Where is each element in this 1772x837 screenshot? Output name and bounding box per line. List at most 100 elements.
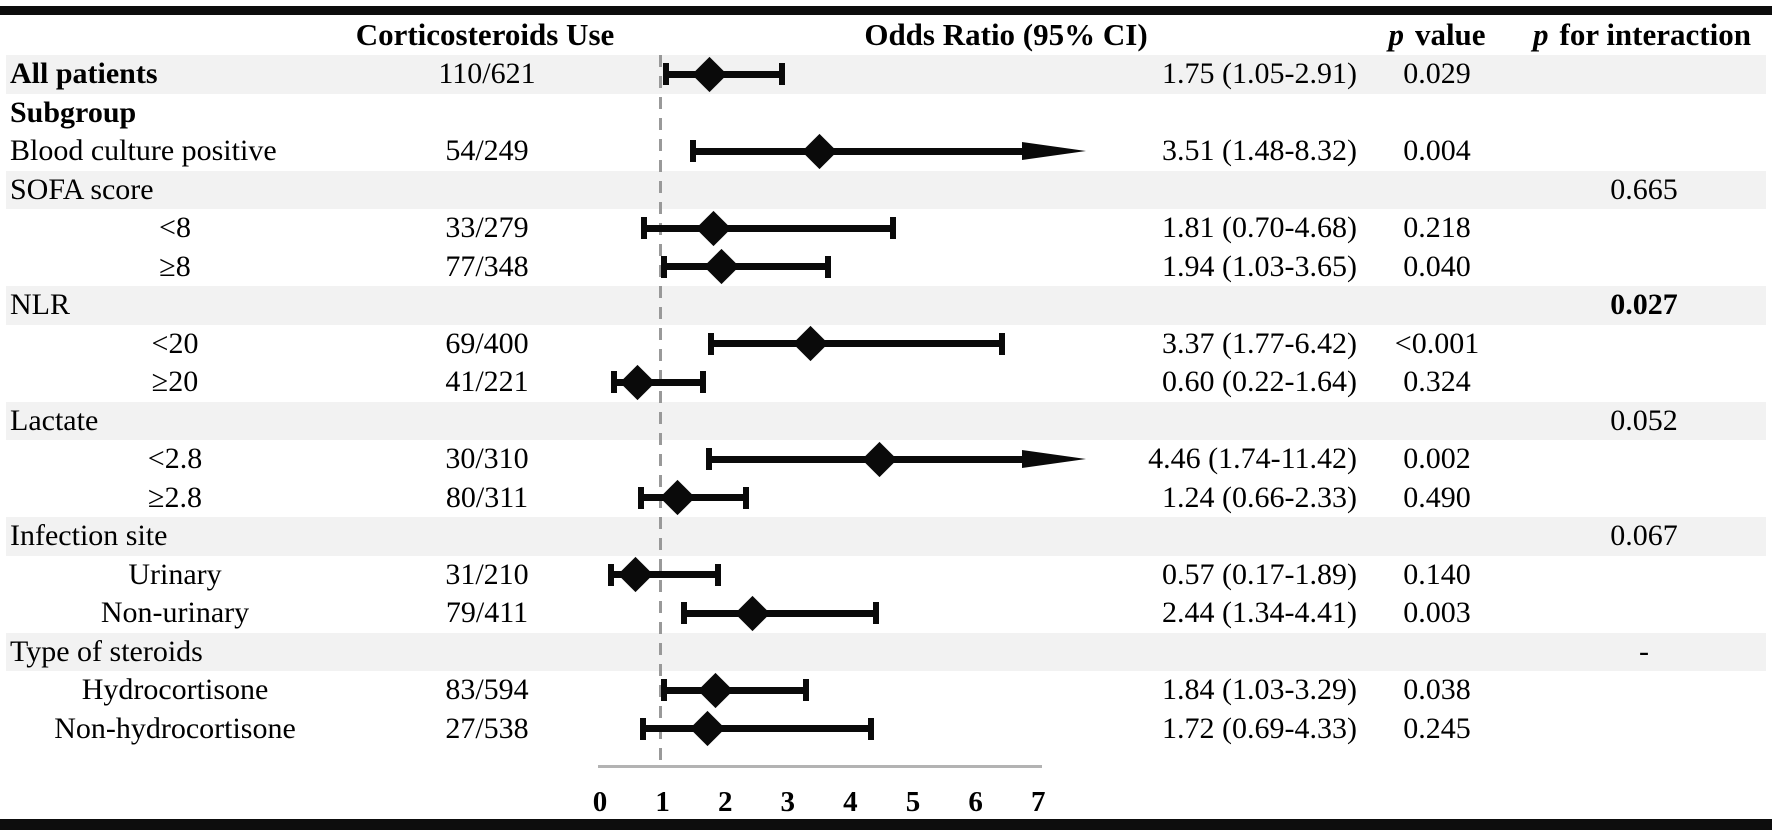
row-label: NLR <box>10 288 70 322</box>
p-interaction-value: 0.052 <box>1610 403 1678 437</box>
counts-value: 27/538 <box>445 711 529 745</box>
header-p-for-interaction: p for interaction <box>1514 16 1770 54</box>
ci-cap-right <box>779 63 786 86</box>
or-ci-value: 1.84 (1.03-3.29) <box>1162 673 1357 707</box>
or-ci-value: 1.75 (1.05-2.91) <box>1162 57 1357 91</box>
or-point-diamond-marker <box>735 595 771 631</box>
ci-bar <box>643 224 893 232</box>
p-value: 0.140 <box>1403 557 1471 591</box>
ci-cap-right <box>889 217 896 240</box>
ci-cap-left <box>640 217 647 240</box>
row-label: Blood culture positive <box>10 134 277 168</box>
x-axis-tick-label: 3 <box>780 785 796 818</box>
ci-cap-left <box>705 448 712 471</box>
x-axis-line <box>598 765 1043 768</box>
header-corticosteroids-use: Corticosteroids Use <box>343 16 627 54</box>
row-label: <2.8 <box>147 442 203 476</box>
ci-truncation-arrow-icon <box>1022 450 1086 469</box>
or-point-diamond-marker <box>689 711 726 747</box>
or-ci-value: 1.81 (0.70-4.68) <box>1162 211 1357 245</box>
ci-cap-right <box>825 255 832 278</box>
row-label: ≥2.8 <box>148 480 202 514</box>
ci-cap-left <box>640 717 647 740</box>
p-value: 0.003 <box>1403 596 1471 630</box>
ci-cap-left <box>638 486 645 509</box>
ci-bar <box>643 725 872 733</box>
or-point-diamond-marker <box>695 210 731 246</box>
counts-value: 31/210 <box>445 557 529 591</box>
row-shade-band <box>6 517 1766 556</box>
p-value: 0.038 <box>1403 673 1471 707</box>
header-p-interaction-p: p <box>1533 17 1549 52</box>
row-label: SOFA score <box>10 172 154 206</box>
p-value: <0.001 <box>1394 326 1480 360</box>
counts-value: 69/400 <box>445 326 529 360</box>
row-label: <8 <box>159 211 191 245</box>
header-corticosteroids-use-label: Corticosteroids Use <box>355 17 615 52</box>
or-point-diamond-marker <box>619 364 656 400</box>
header-odds-ratio-label: Odds Ratio (95% CI) <box>864 17 1148 52</box>
ci-cap-right <box>742 486 749 509</box>
counts-value: 30/310 <box>445 442 529 476</box>
p-value: 0.029 <box>1403 57 1471 91</box>
ci-cap-left <box>610 371 617 394</box>
or-ci-value: 0.60 (0.22-1.64) <box>1162 365 1357 399</box>
header-p-value-p: p <box>1388 17 1404 52</box>
row-label: All patients <box>10 57 158 91</box>
counts-value: 41/221 <box>445 365 529 399</box>
ci-cap-right <box>998 332 1005 355</box>
counts-value: 80/311 <box>445 480 529 514</box>
or-point-diamond-marker <box>703 249 740 285</box>
p-value: 0.324 <box>1403 365 1471 399</box>
counts-value: 54/249 <box>445 134 529 168</box>
row-shade-band <box>6 286 1766 325</box>
ci-cap-left <box>661 255 668 278</box>
or-point-diamond-marker <box>659 480 696 516</box>
or-ci-value: 1.24 (0.66-2.33) <box>1162 480 1357 514</box>
ci-cap-left <box>689 140 696 163</box>
ci-cap-right <box>868 717 875 740</box>
counts-value: 77/348 <box>445 249 529 283</box>
p-value: 0.040 <box>1403 249 1471 283</box>
ci-bar <box>683 609 877 617</box>
header-p-value: p value <box>1376 16 1498 54</box>
ci-truncation-arrow-icon <box>1022 142 1086 161</box>
p-value: 0.004 <box>1403 134 1471 168</box>
x-axis-tick-label: 0 <box>592 785 608 818</box>
ci-cap-right <box>873 602 880 625</box>
row-shade-band <box>6 170 1766 209</box>
row-label: Lactate <box>10 403 99 437</box>
or-ci-value: 3.37 (1.77-6.42) <box>1162 326 1357 360</box>
counts-value: 33/279 <box>445 211 529 245</box>
row-label: Urinary <box>128 557 222 591</box>
or-ci-value: 1.94 (1.03-3.65) <box>1162 249 1357 283</box>
ci-cap-right <box>715 563 722 586</box>
counts-value: 79/411 <box>445 596 529 630</box>
or-point-diamond-marker <box>793 326 829 362</box>
or-ci-value: 2.44 (1.34-4.41) <box>1162 596 1357 630</box>
or-point-diamond-marker <box>697 672 733 708</box>
row-label: Non-hydrocortisone <box>54 711 296 745</box>
or-ci-value: 4.46 (1.74-11.42) <box>1148 442 1357 476</box>
ci-bar <box>710 340 1002 348</box>
ci-bar <box>664 686 806 694</box>
row-label: Type of steroids <box>10 634 203 668</box>
row-label: Subgroup <box>10 95 137 129</box>
x-axis-tick-label: 5 <box>905 785 921 818</box>
p-value: 0.245 <box>1403 711 1471 745</box>
row-shade-band <box>6 401 1766 440</box>
ci-cap-left <box>680 602 687 625</box>
or-point-diamond-marker <box>861 441 897 477</box>
x-axis-tick-label: 6 <box>968 785 983 818</box>
p-value: 0.218 <box>1403 211 1471 245</box>
row-label: Infection site <box>10 519 168 553</box>
header-p-value-rest: value <box>1414 17 1486 52</box>
reference-line-or-1 <box>658 55 662 765</box>
top-rule <box>0 6 1772 15</box>
counts-value: 110/621 <box>438 57 536 91</box>
p-value: 0.002 <box>1403 442 1471 476</box>
row-label: <20 <box>151 326 199 360</box>
bottom-rule <box>0 819 1772 830</box>
x-axis-tick-label: 7 <box>1030 785 1046 818</box>
